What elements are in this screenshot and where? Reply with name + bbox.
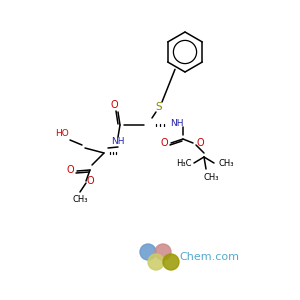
Text: NH: NH	[111, 137, 125, 146]
Text: O: O	[66, 165, 74, 175]
Circle shape	[155, 244, 171, 260]
Text: O: O	[110, 100, 118, 110]
Text: O: O	[160, 138, 168, 148]
Text: S: S	[156, 102, 162, 112]
Text: HO: HO	[55, 130, 69, 139]
Text: CH₃: CH₃	[203, 172, 219, 182]
Text: Chem.com: Chem.com	[179, 252, 239, 262]
Text: O: O	[86, 176, 94, 186]
Text: O: O	[196, 138, 204, 148]
Circle shape	[148, 254, 164, 270]
Text: H₃C: H₃C	[176, 158, 192, 167]
Circle shape	[140, 244, 156, 260]
Text: CH₃: CH₃	[218, 158, 234, 167]
Text: CH₃: CH₃	[72, 196, 88, 205]
Text: NH: NH	[170, 119, 184, 128]
Circle shape	[163, 254, 179, 270]
